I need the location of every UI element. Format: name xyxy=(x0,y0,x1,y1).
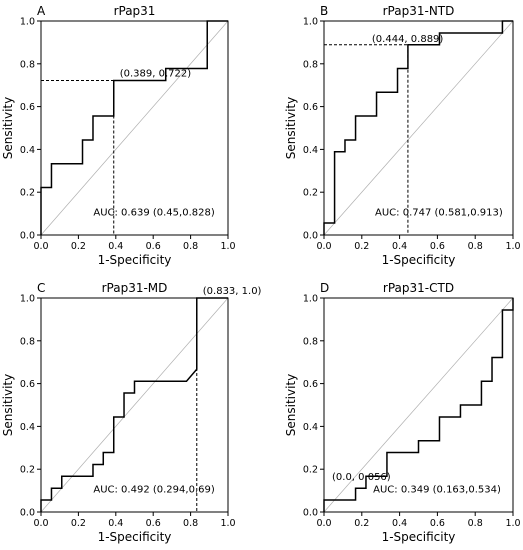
panel-letter: C xyxy=(37,281,45,295)
x-tick-label: 0.0 xyxy=(316,518,331,529)
roc-panel-d: 0.0 0.2 0.4 0.6 0.8 1.0 0.0 0.2 0.4 0.6 0.8 1.0 1-Sp… xyxy=(284,281,521,544)
roc-panel-c: 0.0 0.2 0.4 0.6 0.8 1.0 0.0 0.2 0.4 0.6 0.8 1.0 1-Sp… xyxy=(1,281,262,544)
panel-letter: B xyxy=(320,4,328,18)
x-tick-label: 0.2 xyxy=(71,241,86,252)
x-tick-label: 0.8 xyxy=(468,241,483,252)
x-tick-label: 0.4 xyxy=(108,241,123,252)
y-tick-label: 0.0 xyxy=(20,231,35,242)
diagonal-reference-line xyxy=(40,297,229,513)
x-axis-label: 1-Specificity xyxy=(382,530,456,544)
y-tick-label: 0.0 xyxy=(20,508,35,519)
roc-curve xyxy=(323,298,514,512)
y-tick-label: 1.0 xyxy=(20,17,35,28)
x-tick-label: 0.6 xyxy=(146,241,161,252)
y-tick-label: 0.0 xyxy=(303,508,318,519)
y-tick-label: 0.4 xyxy=(20,145,35,156)
y-tick-label: 0.8 xyxy=(20,336,35,347)
y-axis-label: Sensitivity xyxy=(1,97,15,159)
y-tick-label: 0.6 xyxy=(303,379,318,390)
x-axis-label: 1-Specificity xyxy=(382,253,456,267)
auc-label: AUC: 0.639 (0.45,0.828) xyxy=(93,208,214,219)
y-tick-label: 0.2 xyxy=(303,188,318,199)
plot-frame xyxy=(323,20,514,236)
y-tick-label: 0.8 xyxy=(303,336,318,347)
x-axis-label: 1-Specificity xyxy=(98,253,172,267)
x-tick-label: 0.0 xyxy=(316,241,331,252)
y-tick-label: 0.0 xyxy=(303,231,318,242)
chart-title: rPap31-MD xyxy=(102,281,168,295)
y-tick-label: 0.6 xyxy=(20,102,35,113)
chart-title: rPap31-NTD xyxy=(383,4,455,18)
panel-letter: D xyxy=(320,281,329,295)
cutoff-point-label: (0.0, 0.056) xyxy=(332,472,391,483)
y-tick-label: 0.2 xyxy=(20,465,35,476)
panel-letter: A xyxy=(37,4,46,18)
y-tick-label: 0.6 xyxy=(20,379,35,390)
auc-label: AUC: 0.747 (0.581,0.913) xyxy=(375,208,503,219)
plot-frame xyxy=(323,297,514,513)
x-tick-label: 0.8 xyxy=(468,518,483,529)
x-tick-label: 0.2 xyxy=(354,518,369,529)
diagonal-reference-line xyxy=(40,20,229,236)
x-axis-label: 1-Specificity xyxy=(98,530,172,544)
x-tick-label: 0.6 xyxy=(430,241,445,252)
diagonal-reference-line xyxy=(323,20,514,236)
auc-label: AUC: 0.492 (0.294,0.69) xyxy=(93,485,214,496)
x-tick-label: 0.0 xyxy=(33,518,48,529)
y-tick-label: 1.0 xyxy=(303,17,318,28)
plot-frame xyxy=(40,297,229,513)
cutoff-point-label: (0.389, 0.722) xyxy=(120,68,192,79)
y-tick-label: 0.4 xyxy=(303,145,318,156)
chart-title: rPap31-CTD xyxy=(383,281,454,295)
x-tick-label: 0.4 xyxy=(108,518,123,529)
roc-curve xyxy=(40,297,228,512)
roc-panel-b: 0.0 0.2 0.4 0.6 0.8 1.0 0.0 0.2 0.4 0.6 0.8 1.0 1-Sp… xyxy=(284,4,521,267)
x-tick-label: 0.6 xyxy=(430,518,445,529)
y-tick-label: 1.0 xyxy=(303,294,318,305)
diagonal-reference-line xyxy=(323,297,514,513)
y-tick-label: 0.8 xyxy=(20,59,35,70)
x-tick-label: 1.0 xyxy=(220,518,235,529)
x-tick-label: 0.8 xyxy=(183,518,198,529)
chart-title: rPap31 xyxy=(114,4,156,18)
x-tick-label: 1.0 xyxy=(505,241,520,252)
roc-panel-a: 0.0 0.2 0.4 0.6 0.8 1.0 0.0 0.2 0.4 0.6 0.8 1.0 1-Sp… xyxy=(1,4,236,267)
auc-label: AUC: 0.349 (0.163,0.534) xyxy=(373,485,501,496)
y-tick-label: 0.4 xyxy=(20,422,35,433)
x-tick-label: 0.4 xyxy=(392,241,407,252)
x-tick-label: 0.0 xyxy=(33,241,48,252)
y-tick-label: 0.6 xyxy=(303,102,318,113)
y-axis-label: Sensitivity xyxy=(1,374,15,436)
x-tick-label: 0.2 xyxy=(354,241,369,252)
y-tick-label: 0.8 xyxy=(303,59,318,70)
x-tick-label: 1.0 xyxy=(505,518,520,529)
x-tick-label: 0.4 xyxy=(392,518,407,529)
y-tick-label: 0.4 xyxy=(303,422,318,433)
roc-curve xyxy=(40,20,228,235)
cutoff-point-label: (0.833, 1.0) xyxy=(203,286,262,297)
x-tick-label: 0.2 xyxy=(71,518,86,529)
cutoff-point-label: (0.444, 0.889) xyxy=(372,34,444,45)
roc-curve xyxy=(323,20,513,235)
plot-frame xyxy=(40,20,229,236)
x-tick-label: 0.6 xyxy=(146,518,161,529)
y-tick-label: 1.0 xyxy=(20,294,35,305)
y-tick-label: 0.2 xyxy=(20,188,35,199)
y-axis-label: Sensitivity xyxy=(284,97,298,159)
x-tick-label: 0.8 xyxy=(183,241,198,252)
y-tick-label: 0.2 xyxy=(303,465,318,476)
y-axis-label: Sensitivity xyxy=(284,374,298,436)
x-tick-label: 1.0 xyxy=(220,241,235,252)
